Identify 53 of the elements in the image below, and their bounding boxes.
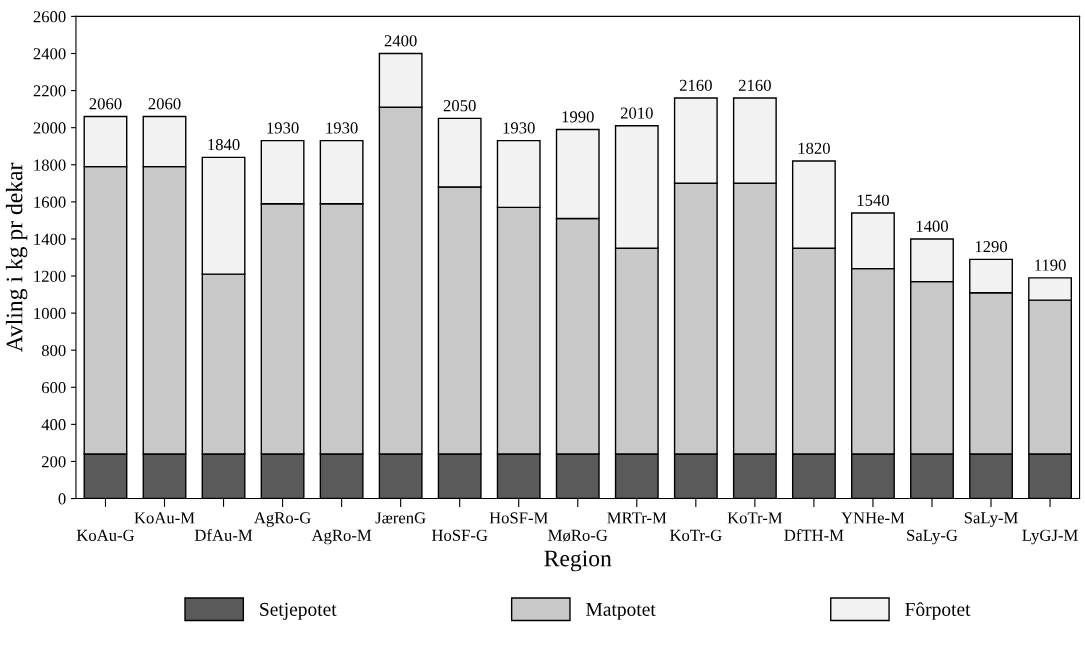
x-tick-label: KoTr-M [727, 512, 783, 524]
y-tick-label: 0 [58, 493, 66, 505]
y-tick-label: 1400 [34, 233, 66, 245]
x-tick-label: DfTH-M [784, 529, 844, 541]
total-label: 2060 [89, 98, 122, 110]
legend-label: Matpotet [586, 602, 656, 620]
total-label: 2050 [443, 100, 476, 112]
total-label: 1400 [916, 220, 949, 232]
total-label: 2160 [679, 79, 712, 91]
x-axis-title: Region [544, 550, 612, 572]
total-label: 2400 [384, 35, 417, 47]
x-tick-label: KoAu-G [76, 529, 135, 541]
y-axis-title: Avling i kg pr dekar [5, 162, 28, 353]
y-tick-label: 400 [41, 419, 66, 431]
total-label: 1990 [562, 111, 594, 123]
y-tick-label: 2000 [33, 122, 66, 134]
y-tick-label: 1800 [34, 159, 66, 171]
x-tick-label: KoTr-G [669, 529, 722, 541]
legend-label: Setjepotet [260, 602, 337, 620]
x-tick-label: JærenG [375, 512, 426, 524]
y-tick-label: 800 [41, 344, 66, 357]
total-label: 1190 [1035, 259, 1066, 271]
x-tick-label: AgRo-M [311, 529, 372, 545]
y-tick-label: 2200 [33, 85, 66, 97]
x-tick-label: DfAu-M [194, 529, 253, 541]
y-tick-label: 1200 [34, 270, 66, 282]
total-label: 1540 [857, 194, 889, 206]
total-label: 2160 [738, 79, 771, 91]
total-label: 2060 [148, 98, 181, 110]
x-tick-label: MRTr-M [607, 512, 667, 524]
x-tick-label: LyGJ-M [1022, 529, 1078, 545]
legend-label: Fôrpotet [905, 602, 971, 620]
total-label: 1930 [503, 122, 535, 134]
x-tick-label: MøRo-G [548, 529, 608, 542]
x-tick-label: KoAu-M [134, 512, 195, 524]
y-tick-label: 2600 [33, 11, 66, 23]
total-label: 1840 [208, 139, 240, 151]
y-tick-label: 200 [41, 456, 66, 468]
x-tick-label: SaLy-G [907, 529, 958, 545]
x-tick-label: YNHe-M [841, 512, 905, 524]
y-tick-label: 1000 [34, 307, 66, 320]
total-label: 1930 [267, 122, 299, 134]
y-tick-label: 1600 [34, 196, 66, 208]
total-label: 1930 [326, 122, 358, 134]
x-tick-label: SaLy-M [964, 512, 1018, 527]
x-tick-label: HoSF-M [489, 512, 548, 524]
total-label: 1290 [975, 240, 1008, 253]
y-tick-label: 2400 [33, 48, 66, 60]
total-label: 2010 [620, 107, 653, 119]
y-tick-label: 600 [41, 381, 66, 394]
total-label: 1820 [798, 142, 830, 154]
x-tick-label: AgRo-G [254, 512, 311, 527]
x-tick-label: HoSF-G [431, 529, 488, 541]
